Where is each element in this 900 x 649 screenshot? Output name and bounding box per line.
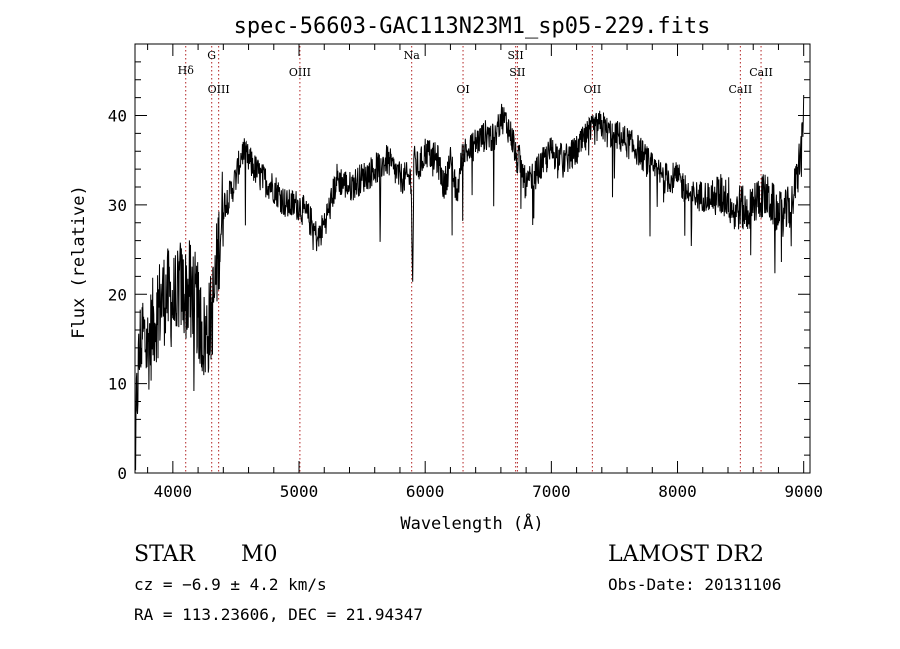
- chart-title: spec-56603-GAC113N23M1_sp05-229.fits: [234, 14, 711, 39]
- line-marker-label: Na: [404, 49, 421, 62]
- spectrum-series: [134, 94, 805, 471]
- line-marker-label: G: [207, 49, 216, 62]
- x-tick-label: 4000: [154, 482, 193, 501]
- line-marker-label: OIII: [289, 66, 311, 79]
- survey-name: LAMOST DR2: [608, 542, 764, 567]
- line-marker-label: OIII: [208, 83, 230, 96]
- line-marker-label: CaII: [749, 66, 773, 79]
- x-tick-label: 8000: [658, 482, 697, 501]
- y-tick-label: 30: [108, 196, 127, 215]
- line-marker-label: OI: [456, 83, 469, 96]
- y-tick-label: 10: [108, 375, 127, 394]
- plot-frame: [134, 43, 811, 474]
- line-marker-label: OII: [584, 83, 602, 96]
- y-tick-label: 40: [108, 107, 127, 126]
- line-marker-label: CaII: [729, 83, 753, 96]
- y-tick-label: 0: [117, 464, 127, 483]
- x-axis-label: Wavelength (Å): [400, 512, 543, 534]
- x-tick-label: 5000: [280, 482, 319, 501]
- plot-border: [134, 43, 811, 474]
- y-tick-label: 20: [108, 285, 127, 304]
- observation-date: Obs-Date: 20131106: [608, 575, 781, 594]
- ra-dec-coordinates: RA = 113.23606, DEC = 21.94347: [134, 605, 423, 624]
- x-tick-label: 7000: [532, 482, 571, 501]
- spectrum-line: [134, 94, 805, 471]
- object-subclass: M0: [241, 542, 278, 567]
- line-marker-label: Hδ: [178, 64, 195, 77]
- axis-ticks: 4000 5000 6000 7000 8000 9000 0 10 20 30 40: [108, 44, 823, 501]
- line-marker-label: SII: [508, 49, 524, 62]
- y-axis-label: Flux (relative): [69, 185, 89, 339]
- x-tick-label: 6000: [406, 482, 445, 501]
- line-marker-label: SII: [509, 66, 525, 79]
- x-tick-label: 9000: [784, 482, 823, 501]
- redshift-velocity: cz = −6.9 ± 4.2 km/s: [134, 575, 327, 594]
- object-class: STAR: [134, 542, 196, 567]
- spectral-line-markers: Hδ G OIII OIII Na OI SII SII OII CaII CaII: [178, 46, 773, 473]
